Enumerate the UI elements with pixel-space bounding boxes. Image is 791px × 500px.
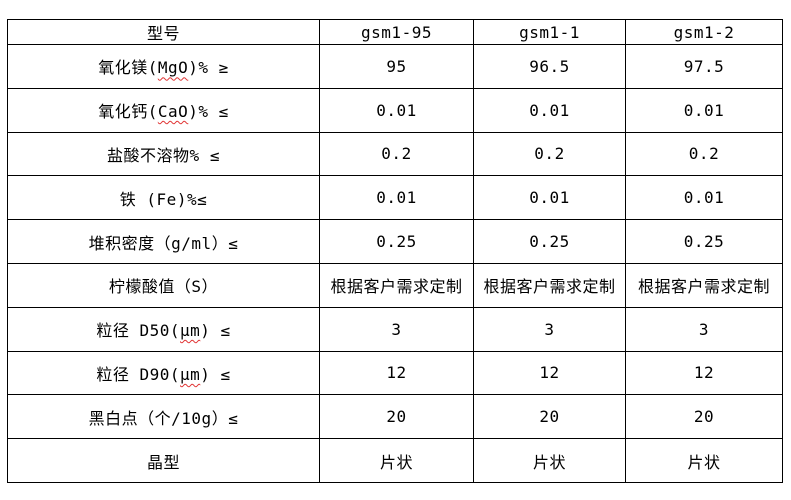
spec-row-label: 黑白点（个/10g）≤ <box>7 394 320 440</box>
header-row-label: 型号 <box>7 19 320 45</box>
spec-value-cell: 片状 <box>473 438 626 483</box>
product-spec-table: 型号 gsm1-95 gsm1-1 gsm1-2 氧化镁(MgO)% ≥95 96… <box>7 19 783 483</box>
label-text: 氧化镁( <box>98 58 158 78</box>
table-header-row: 型号 gsm1-95 gsm1-1 gsm1-2 <box>7 19 783 45</box>
spec-value-cell: 3 <box>473 306 626 352</box>
spec-value-cell: 根据客户需求定制 <box>473 262 626 308</box>
spec-value-cell: 0.01 <box>625 87 783 133</box>
table-row: 黑白点（个/10g）≤ 20 20 20 <box>7 394 783 440</box>
label-text: 黑白点（个/10g）≤ <box>88 408 239 428</box>
spec-row-label: 柠檬酸值（S） <box>7 262 320 308</box>
spec-row-label: 氧化镁(MgO)% ≥ <box>7 44 320 89</box>
label-text: 晶型 <box>146 452 180 472</box>
spec-value-cell: 0.25 <box>625 219 783 264</box>
spec-row-label: 晶型 <box>7 438 320 483</box>
spec-value-cell: 95 <box>319 44 474 89</box>
spec-value-cell: 20 <box>625 394 783 440</box>
spec-value-cell: 20 <box>319 394 474 440</box>
label-text: 铁 (Fe)%≤ <box>119 189 208 209</box>
label-text: )% ≥ <box>188 58 229 78</box>
spec-value-cell: 20 <box>473 394 626 440</box>
spec-row-label: 粒径 D50(μm) ≤ <box>7 306 320 352</box>
table-row: 粒径 D50(μm) ≤3 3 3 <box>7 306 783 352</box>
label-text: 粒径 D90( <box>96 364 180 384</box>
spec-value-cell: 0.01 <box>625 175 783 221</box>
misspelled-term: μm <box>180 321 201 341</box>
spec-value-cell: 0.2 <box>473 131 626 177</box>
spec-value-cell: 12 <box>319 350 474 396</box>
spec-value-cell: 3 <box>625 306 783 352</box>
label-text: )% ≤ <box>188 102 229 122</box>
misspelled-term: MgO <box>157 58 189 78</box>
spec-value-cell: 0.2 <box>319 131 474 177</box>
spec-table-body: 氧化镁(MgO)% ≥95 96.5 97.5 氧化钙(CaO)% ≤0.01 0.01… <box>7 44 783 483</box>
spec-value-cell: 97.5 <box>625 44 783 89</box>
spec-value-cell: 片状 <box>319 438 474 483</box>
spec-value-cell: 0.25 <box>319 219 474 264</box>
table-row: 堆积密度（g/ml）≤ 0.25 0.25 0.25 <box>7 219 783 264</box>
label-text: ) ≤ <box>200 364 231 384</box>
spec-value-cell: 96.5 <box>473 44 626 89</box>
table-row: 氧化镁(MgO)% ≥95 96.5 97.5 <box>7 44 783 89</box>
spec-value-cell: 3 <box>319 306 474 352</box>
label-text: 盐酸不溶物% ≤ <box>107 145 220 165</box>
spec-value-cell: 片状 <box>625 438 783 483</box>
table-row: 铁 (Fe)%≤ 0.01 0.01 0.01 <box>7 175 783 221</box>
spec-row-label: 粒径 D90(μm) ≤ <box>7 350 320 396</box>
spec-value-cell: 0.01 <box>473 175 626 221</box>
spec-value-cell: 根据客户需求定制 <box>625 262 783 308</box>
misspelled-term: CaO <box>157 102 189 122</box>
spec-value-cell: 12 <box>473 350 626 396</box>
spec-value-cell: 0.2 <box>625 131 783 177</box>
misspelled-term: μm <box>180 364 201 384</box>
header-column-gsm1-95: gsm1-95 <box>319 19 474 45</box>
label-text: 粒径 D50( <box>96 321 180 341</box>
table-row: 氧化钙(CaO)% ≤0.01 0.01 0.01 <box>7 87 783 133</box>
table-row: 柠檬酸值（S） 根据客户需求定制 根据客户需求定制 根据客户需求定制 <box>7 262 783 308</box>
spec-row-label: 盐酸不溶物% ≤ <box>7 131 320 177</box>
table-row: 粒径 D90(μm) ≤12 12 12 <box>7 350 783 396</box>
header-column-gsm1-1: gsm1-1 <box>473 19 626 45</box>
spec-value-cell: 12 <box>625 350 783 396</box>
header-column-gsm1-2: gsm1-2 <box>625 19 783 45</box>
label-text: 堆积密度（g/ml）≤ <box>88 233 239 253</box>
label-text: 柠檬酸值（S） <box>108 277 219 297</box>
table-row: 盐酸不溶物% ≤0.2 0.2 0.2 <box>7 131 783 177</box>
spec-row-label: 氧化钙(CaO)% ≤ <box>7 87 320 133</box>
table-row: 晶型 片状 片状 片状 <box>7 438 783 483</box>
spec-row-label: 堆积密度（g/ml）≤ <box>7 219 320 264</box>
spec-row-label: 铁 (Fe)%≤ <box>7 175 320 221</box>
spec-value-cell: 0.01 <box>319 87 474 133</box>
label-text: 氧化钙( <box>98 102 158 122</box>
spec-value-cell: 0.01 <box>473 87 626 133</box>
spec-value-cell: 根据客户需求定制 <box>319 262 474 308</box>
spec-value-cell: 0.01 <box>319 175 474 221</box>
label-text: ) ≤ <box>200 321 231 341</box>
spec-value-cell: 0.25 <box>473 219 626 264</box>
